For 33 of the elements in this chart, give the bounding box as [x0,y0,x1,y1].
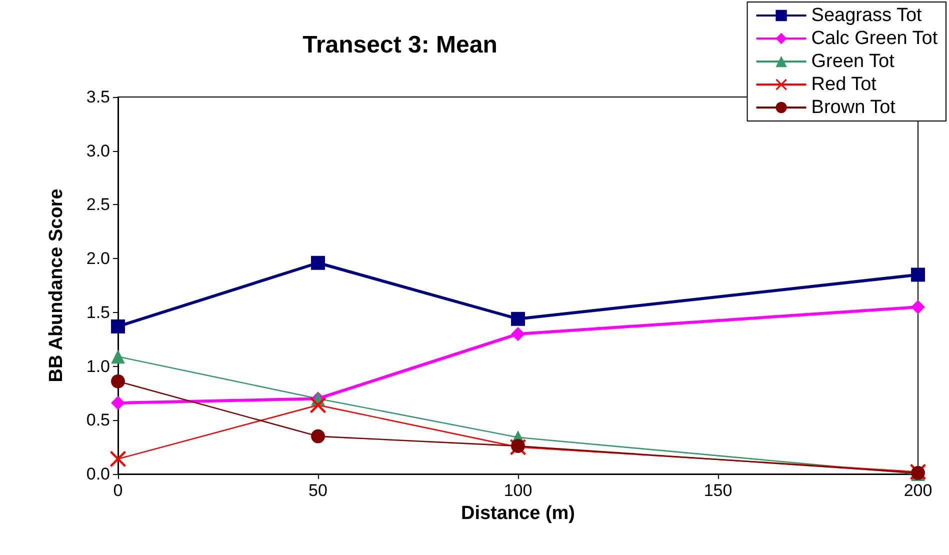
legend-label: Green Tot [811,51,896,72]
point [911,300,925,314]
legend-label: Brown Tot [811,97,896,118]
y-tick-label: 1.0 [86,356,110,376]
point [311,256,325,270]
y-tick-label: 2.5 [86,195,110,214]
point [511,326,525,341]
legend-label: Seagrass Tot [811,5,923,26]
y-tick-label: 2.0 [86,249,110,268]
point [311,429,325,444]
x-tick-label: 150 [704,481,732,500]
point [111,319,125,334]
x-tick-label: 50 [308,481,328,500]
x-axis-title: Distance (m) [460,502,576,524]
y-tick-label: 3.0 [86,141,110,160]
x-tick-label: 0 [113,481,123,500]
point [511,312,525,326]
legend-label: Red Tot [811,74,878,95]
y-tick-label: 0.0 [86,464,110,484]
chart-title: Transect 3: Mean [302,32,498,58]
y-tick-label: 3.5 [86,88,110,106]
y-axis-title: BB Abundance Score [46,188,67,382]
y-tick-label: 1.5 [86,302,110,322]
y-tick-label: 0.5 [86,410,110,430]
point [111,374,125,388]
point [110,450,126,467]
point [111,350,125,364]
x-tick-label: 200 [904,481,932,500]
point [310,397,326,414]
x-tick-label: 100 [504,481,532,500]
point [111,396,125,410]
legend-label: Calc Green Tot [811,28,938,49]
point [911,268,925,282]
